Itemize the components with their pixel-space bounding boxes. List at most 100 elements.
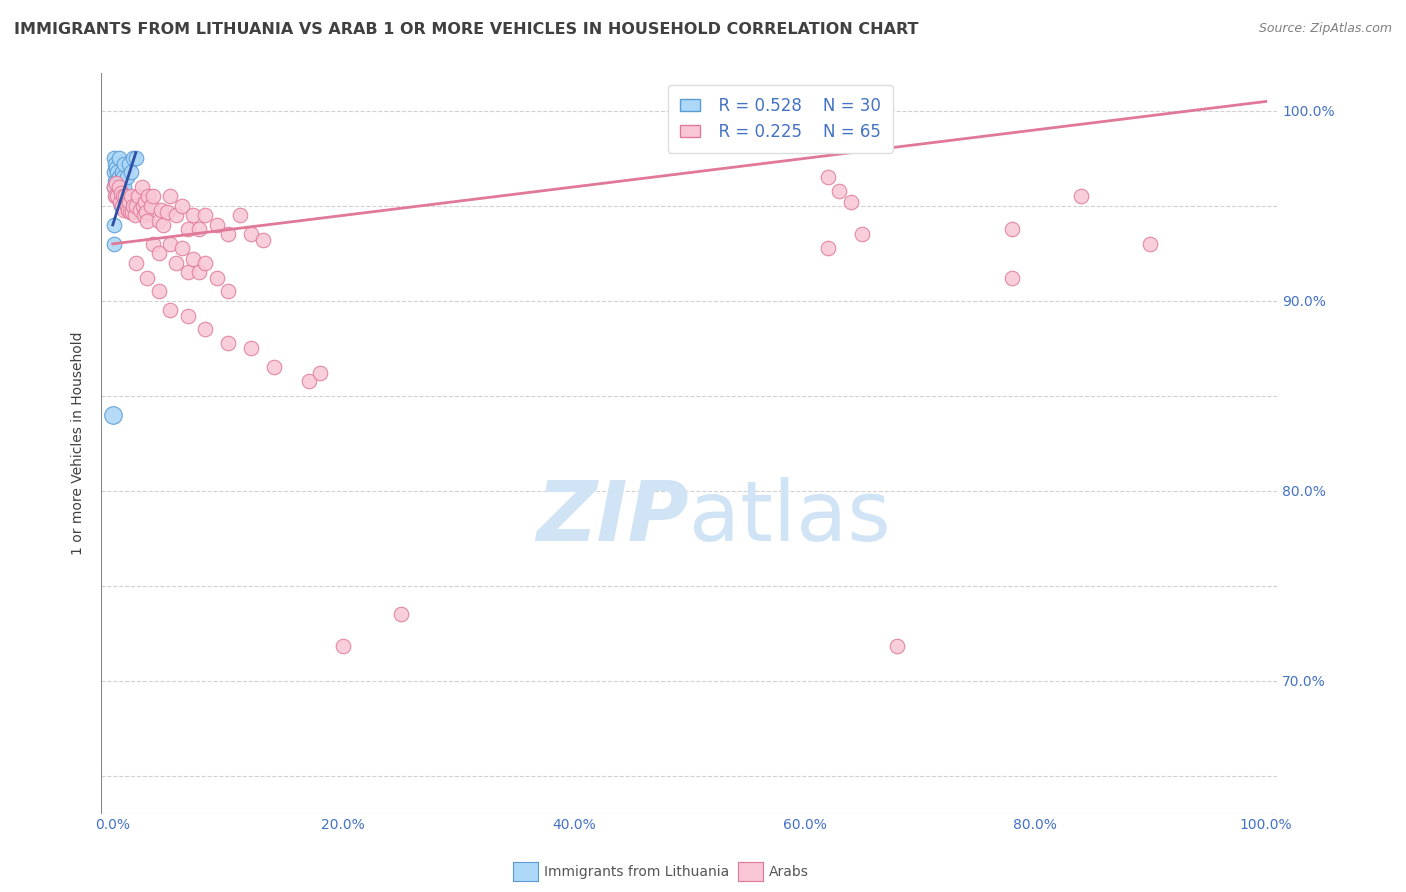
- Point: [118, 204, 141, 219]
- Point: [104, 189, 127, 203]
- Point: [104, 174, 127, 188]
- Point: [240, 341, 263, 355]
- Point: [1070, 189, 1092, 203]
- Point: [135, 204, 157, 219]
- Point: [114, 189, 136, 203]
- Point: [142, 189, 165, 203]
- Point: [839, 195, 862, 210]
- Point: [188, 221, 211, 235]
- Point: [159, 189, 181, 203]
- Point: [115, 199, 138, 213]
- Point: [150, 202, 173, 217]
- Point: [103, 180, 125, 194]
- Point: [309, 366, 332, 380]
- Point: [205, 271, 228, 285]
- Text: atlas: atlas: [689, 477, 891, 558]
- Point: [105, 161, 128, 175]
- Point: [1001, 221, 1024, 235]
- Point: [111, 186, 134, 200]
- Point: [217, 227, 239, 242]
- Point: [105, 189, 128, 203]
- Point: [134, 195, 156, 210]
- Point: [105, 189, 128, 203]
- Point: [298, 374, 321, 388]
- Point: [120, 165, 142, 179]
- Point: [263, 360, 285, 375]
- Point: [170, 241, 193, 255]
- Point: [103, 152, 125, 166]
- Point: [148, 214, 170, 228]
- Point: [817, 170, 839, 185]
- Point: [103, 236, 125, 251]
- Point: [183, 252, 205, 266]
- Point: [105, 176, 128, 190]
- Point: [188, 265, 211, 279]
- Point: [389, 607, 412, 622]
- Point: [152, 218, 174, 232]
- Point: [132, 199, 155, 213]
- Point: [194, 322, 217, 336]
- Point: [118, 157, 141, 171]
- Text: Immigrants from Lithuania: Immigrants from Lithuania: [544, 865, 730, 880]
- Point: [129, 202, 152, 217]
- Point: [828, 184, 851, 198]
- Point: [817, 241, 839, 255]
- Point: [107, 180, 129, 194]
- Point: [159, 236, 181, 251]
- Point: [851, 227, 873, 242]
- Point: [112, 170, 135, 185]
- Point: [110, 180, 132, 194]
- Point: [332, 640, 354, 654]
- Point: [108, 195, 131, 210]
- Point: [176, 221, 198, 235]
- Point: [105, 176, 128, 190]
- Text: IMMIGRANTS FROM LITHUANIA VS ARAB 1 OR MORE VEHICLES IN HOUSEHOLD CORRELATION CH: IMMIGRANTS FROM LITHUANIA VS ARAB 1 OR M…: [14, 22, 918, 37]
- Point: [111, 165, 134, 179]
- Point: [127, 189, 149, 203]
- Point: [112, 189, 135, 203]
- Point: [107, 170, 129, 185]
- Point: [121, 204, 143, 219]
- Point: [159, 303, 181, 318]
- Point: [176, 309, 198, 323]
- Point: [117, 202, 139, 217]
- Point: [122, 152, 145, 166]
- Point: [108, 195, 131, 210]
- Point: [125, 256, 148, 270]
- Point: [156, 204, 179, 219]
- Point: [205, 218, 228, 232]
- Point: [1139, 236, 1161, 251]
- Point: [125, 152, 148, 166]
- Point: [217, 285, 239, 299]
- Point: [122, 199, 145, 213]
- Point: [1001, 271, 1024, 285]
- Point: [176, 265, 198, 279]
- Point: [165, 208, 187, 222]
- Point: [194, 256, 217, 270]
- Point: [107, 152, 129, 166]
- Point: [886, 640, 908, 654]
- Point: [103, 218, 125, 232]
- Point: [142, 236, 165, 251]
- Point: [104, 157, 127, 171]
- Point: [112, 180, 135, 194]
- Point: [110, 186, 132, 200]
- Point: [103, 165, 125, 179]
- Point: [252, 233, 274, 247]
- Point: [110, 199, 132, 213]
- Point: [136, 214, 159, 228]
- Text: Arabs: Arabs: [769, 865, 808, 880]
- Point: [107, 187, 129, 202]
- Y-axis label: 1 or more Vehicles in Household: 1 or more Vehicles in Household: [72, 332, 86, 555]
- Point: [165, 256, 187, 270]
- Point: [118, 195, 141, 210]
- Point: [183, 208, 205, 222]
- Point: [125, 199, 148, 213]
- Point: [170, 199, 193, 213]
- Point: [120, 189, 142, 203]
- Text: Source: ZipAtlas.com: Source: ZipAtlas.com: [1258, 22, 1392, 36]
- Legend:   R = 0.528    N = 30,   R = 0.225    N = 65: R = 0.528 N = 30, R = 0.225 N = 65: [668, 85, 893, 153]
- Point: [112, 157, 135, 171]
- Point: [131, 180, 153, 194]
- Point: [139, 199, 162, 213]
